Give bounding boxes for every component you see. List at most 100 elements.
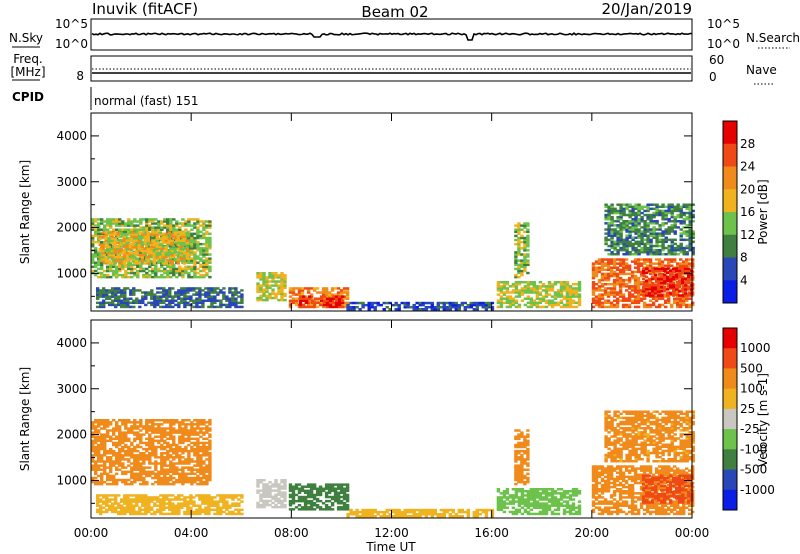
velocity-cell <box>222 506 226 509</box>
power-cell <box>565 289 570 292</box>
velocity-cell <box>256 483 260 486</box>
velocity-cell <box>139 445 143 449</box>
power-cell <box>172 271 176 275</box>
velocity-cell <box>222 504 226 507</box>
velocity-cell <box>138 510 142 514</box>
power-cell <box>179 258 183 261</box>
velocity-cell <box>121 454 125 457</box>
velocity-cell <box>187 462 191 465</box>
velocity-cell <box>192 504 196 507</box>
velocity-cell <box>193 423 197 426</box>
power-cell <box>606 278 611 282</box>
power-cell <box>591 297 596 300</box>
power-cell <box>190 232 194 236</box>
velocity-cell <box>237 510 241 514</box>
power-cell <box>183 287 187 290</box>
power-cell <box>618 258 623 261</box>
velocity-cell <box>208 445 212 449</box>
power-cell <box>562 305 567 309</box>
power-cell <box>124 222 128 225</box>
power-cell <box>152 239 156 242</box>
velocity-cell <box>100 433 104 436</box>
velocity-cell <box>115 437 119 441</box>
power-cell <box>136 263 140 267</box>
power-cell <box>169 220 173 223</box>
velocity-cell <box>265 493 269 496</box>
power-cell <box>213 305 217 309</box>
power-cell <box>268 286 272 289</box>
power-cell <box>179 253 183 257</box>
power-cell <box>640 207 644 211</box>
velocity-cell <box>219 498 223 501</box>
power-cell <box>333 287 338 290</box>
power-cell <box>496 283 501 286</box>
power-cell <box>137 253 141 257</box>
velocity-cell <box>123 506 127 509</box>
velocity-cell <box>136 476 140 480</box>
power-cell <box>664 301 668 305</box>
velocity-cell <box>160 439 164 443</box>
power-cell <box>616 230 620 233</box>
power-cell <box>594 272 599 276</box>
velocity-cell <box>172 464 176 467</box>
velocity-cell <box>259 481 263 484</box>
power-cell <box>550 287 555 290</box>
power-cell <box>577 293 582 296</box>
power-cell <box>137 231 141 234</box>
power-cell <box>148 224 152 227</box>
power-cell <box>691 203 695 206</box>
power-cell <box>342 295 347 298</box>
velocity-cell <box>196 454 200 457</box>
power-cell <box>597 287 602 290</box>
power-cell <box>162 295 166 298</box>
power-cell <box>670 240 674 244</box>
power-cell <box>664 230 668 233</box>
power-cell <box>367 303 371 307</box>
power-cell <box>265 284 269 287</box>
velocity-cell <box>109 474 113 478</box>
velocity-cell <box>172 462 176 465</box>
power-cell <box>202 251 206 254</box>
velocity-cell <box>196 460 200 463</box>
power-cell <box>133 220 137 223</box>
power-cell <box>157 267 161 271</box>
velocity-cell <box>133 476 137 480</box>
velocity-cell <box>145 482 149 486</box>
power-cell <box>661 209 665 213</box>
power-cell <box>179 239 183 242</box>
power-cell <box>120 301 124 305</box>
velocity-cell <box>103 421 107 424</box>
power-cell <box>208 275 212 279</box>
power-cell <box>637 236 641 239</box>
power-cell <box>166 242 170 246</box>
power-cell <box>622 224 626 227</box>
velocity-cell <box>118 425 122 428</box>
power-cell <box>520 287 525 290</box>
velocity-cell <box>94 454 98 457</box>
power-cell <box>685 246 689 250</box>
power-cell <box>201 289 205 292</box>
power-cell <box>600 293 605 296</box>
power-cell <box>337 299 342 302</box>
velocity-cell <box>94 452 98 455</box>
power-cell <box>174 293 178 296</box>
power-cell <box>594 287 599 290</box>
power-cell <box>502 301 507 305</box>
velocity-cell <box>144 504 148 507</box>
power-cell <box>594 266 599 269</box>
power-cell <box>205 236 209 240</box>
power-cell <box>541 283 546 286</box>
velocity-cell <box>205 441 209 445</box>
power-cell <box>128 247 132 251</box>
power-cell <box>667 258 671 261</box>
power-cell <box>135 299 139 302</box>
power-cell <box>105 301 109 305</box>
power-cell <box>553 301 558 305</box>
power-cell <box>117 295 121 298</box>
power-cell <box>670 248 674 252</box>
velocity-cell <box>106 429 110 432</box>
velocity-cell <box>262 495 266 498</box>
power-cell <box>634 218 638 221</box>
velocity-cell <box>163 476 167 480</box>
velocity-cell <box>103 445 107 449</box>
